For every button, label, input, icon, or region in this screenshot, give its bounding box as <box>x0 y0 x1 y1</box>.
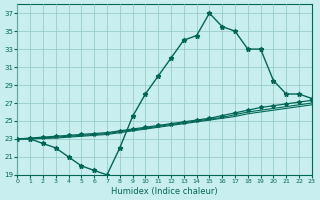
X-axis label: Humidex (Indice chaleur): Humidex (Indice chaleur) <box>111 187 218 196</box>
